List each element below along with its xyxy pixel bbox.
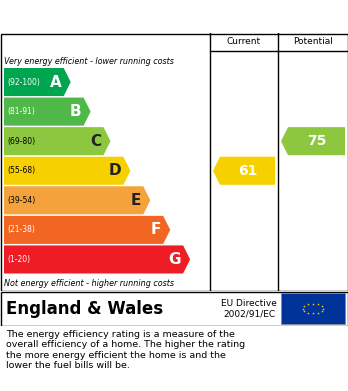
Text: C: C <box>90 134 102 149</box>
Polygon shape <box>4 186 150 214</box>
Text: B: B <box>70 104 81 119</box>
Text: England & Wales: England & Wales <box>6 300 163 317</box>
Text: (92-100): (92-100) <box>7 77 40 86</box>
Text: The energy efficiency rating is a measure of the
overall efficiency of a home. T: The energy efficiency rating is a measur… <box>6 330 245 370</box>
Text: (39-54): (39-54) <box>7 196 35 205</box>
Text: 61: 61 <box>238 164 257 178</box>
Polygon shape <box>4 98 90 126</box>
Text: (69-80): (69-80) <box>7 137 35 146</box>
Polygon shape <box>4 127 111 155</box>
Polygon shape <box>4 246 190 273</box>
Text: A: A <box>50 75 62 90</box>
Text: (1-20): (1-20) <box>7 255 30 264</box>
Text: 75: 75 <box>307 134 326 148</box>
Polygon shape <box>281 127 345 155</box>
Polygon shape <box>4 157 130 185</box>
Text: Potential: Potential <box>293 38 333 47</box>
Text: G: G <box>168 252 181 267</box>
Polygon shape <box>4 216 170 244</box>
Text: Energy Efficiency Rating: Energy Efficiency Rating <box>8 7 237 25</box>
Text: EU Directive
2002/91/EC: EU Directive 2002/91/EC <box>221 299 277 318</box>
Text: (81-91): (81-91) <box>7 107 35 116</box>
Polygon shape <box>4 68 71 96</box>
Text: D: D <box>109 163 121 178</box>
Text: F: F <box>151 222 161 237</box>
Bar <box>281 293 345 324</box>
Text: (21-38): (21-38) <box>7 225 35 234</box>
Text: (55-68): (55-68) <box>7 166 35 175</box>
Text: Not energy efficient - higher running costs: Not energy efficient - higher running co… <box>4 278 174 287</box>
Text: Very energy efficient - lower running costs: Very energy efficient - lower running co… <box>4 57 174 66</box>
Text: Current: Current <box>227 38 261 47</box>
Polygon shape <box>213 157 275 185</box>
Text: E: E <box>131 193 141 208</box>
